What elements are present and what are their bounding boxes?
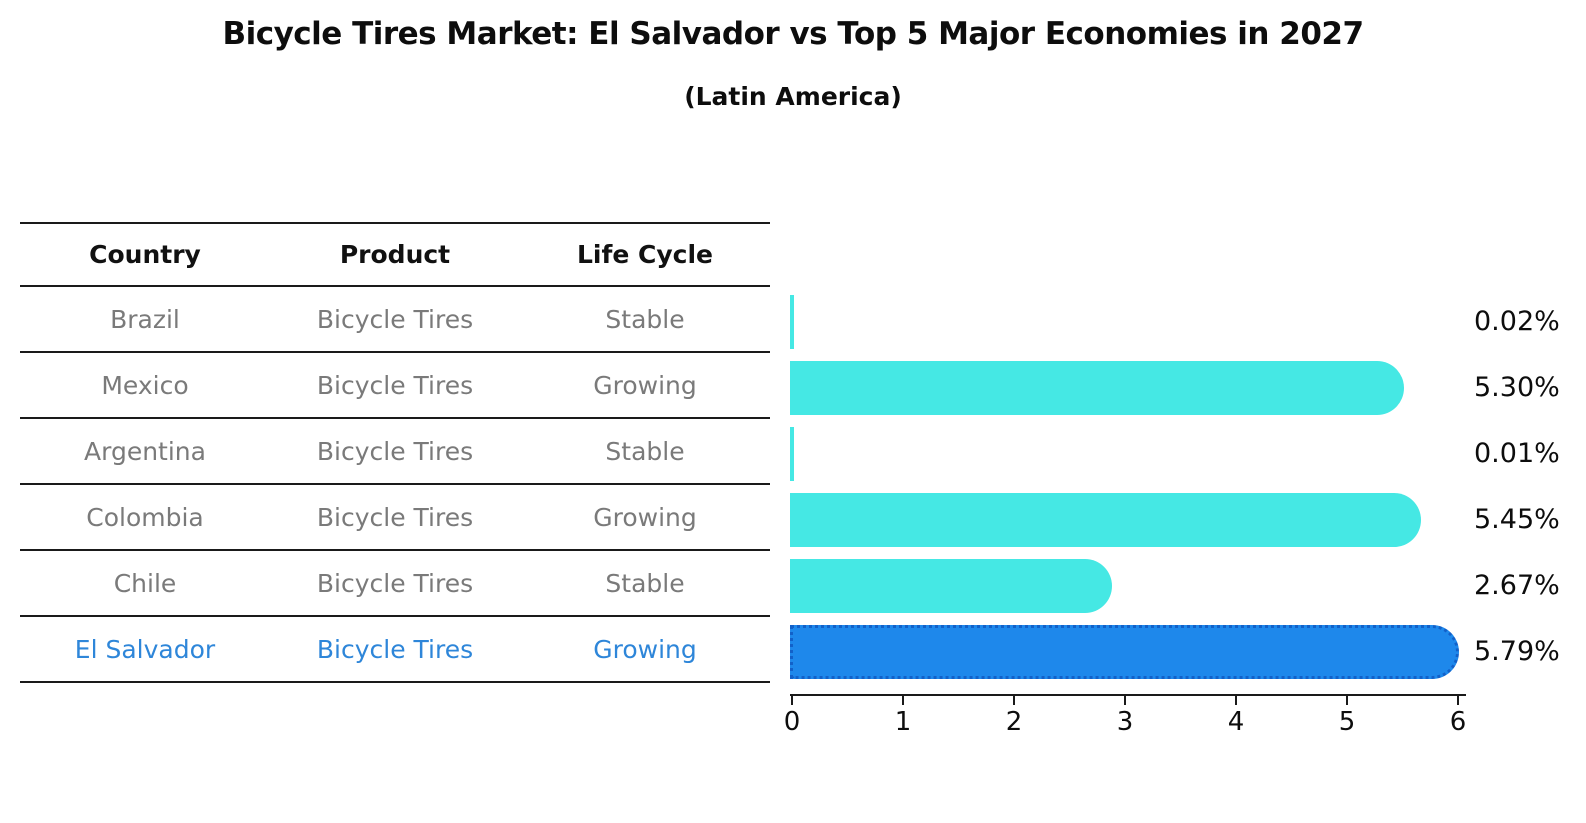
chart-title: Bicycle Tires Market: El Salvador vs Top…	[222, 16, 1364, 52]
cell-country: Colombia	[86, 502, 204, 532]
cell-life-cycle: Stable	[605, 568, 685, 598]
table-row: Mexico Bicycle Tires Growing	[20, 353, 770, 419]
column-header-life-cycle: Life Cycle	[576, 240, 714, 269]
value-label: 5.79%	[1474, 636, 1560, 667]
cell-life-cycle: Growing	[593, 634, 697, 664]
cell-life-cycle: Growing	[593, 502, 697, 532]
x-axis-tick	[1124, 696, 1126, 705]
bar-colombia	[790, 493, 1421, 547]
table-row: Colombia Bicycle Tires Growing	[20, 485, 770, 551]
cell-country: Argentina	[84, 436, 206, 466]
bar-mexico	[790, 361, 1405, 415]
x-axis-tick	[1457, 696, 1459, 705]
column-header-country: Country	[89, 240, 201, 269]
x-axis-tick-label: 6	[1449, 707, 1467, 737]
x-axis-tick	[902, 696, 904, 705]
x-axis-tick	[791, 696, 793, 705]
bar-chile	[790, 559, 1113, 613]
cell-product: Bicycle Tires	[316, 502, 474, 532]
x-axis-tick-label: 4	[1227, 707, 1245, 737]
country-table: Country Product Life Cycle Brazil Bicycl…	[20, 222, 770, 683]
x-axis-tick	[1346, 696, 1348, 705]
x-axis-tick-label: 2	[1005, 707, 1023, 737]
x-axis-tick	[1013, 696, 1015, 705]
x-axis-tick-label: 3	[1116, 707, 1134, 737]
bar-argentina	[790, 427, 794, 481]
x-axis-tick-label: 0	[783, 707, 801, 737]
bar-brazil	[790, 295, 794, 349]
table-row: El Salvador Bicycle Tires Growing	[20, 617, 770, 681]
cell-product: Bicycle Tires	[316, 634, 474, 664]
cell-life-cycle: Growing	[593, 370, 697, 400]
value-label: 0.02%	[1474, 306, 1560, 337]
x-axis-tick-label: 1	[894, 707, 912, 737]
cell-country: Brazil	[110, 304, 180, 334]
cell-product: Bicycle Tires	[316, 304, 474, 334]
table-row: Argentina Bicycle Tires Stable	[20, 419, 770, 485]
cell-life-cycle: Stable	[605, 436, 685, 466]
table-header-row: Country Product Life Cycle	[20, 224, 770, 287]
table-row: Brazil Bicycle Tires Stable	[20, 287, 770, 353]
cell-country: Mexico	[101, 370, 189, 400]
table-body: Brazil Bicycle Tires Stable Mexico Bicyc…	[20, 287, 770, 681]
cell-product: Bicycle Tires	[316, 370, 474, 400]
chart-subtitle: (Latin America)	[684, 82, 902, 111]
x-axis-tick-label: 5	[1338, 707, 1356, 737]
cell-product: Bicycle Tires	[316, 568, 474, 598]
bar-el-salvador	[790, 625, 1459, 679]
column-header-product: Product	[339, 240, 451, 269]
x-axis-line	[790, 694, 1466, 696]
cell-life-cycle: Stable	[605, 304, 685, 334]
value-label: 0.01%	[1474, 438, 1560, 469]
cell-country: Chile	[113, 568, 177, 598]
cell-country: El Salvador	[74, 634, 216, 664]
value-label: 5.45%	[1474, 504, 1560, 535]
value-label: 2.67%	[1474, 570, 1560, 601]
cell-product: Bicycle Tires	[316, 436, 474, 466]
x-axis-tick	[1235, 696, 1237, 705]
value-label: 5.30%	[1474, 372, 1560, 403]
table-row: Chile Bicycle Tires Stable	[20, 551, 770, 617]
